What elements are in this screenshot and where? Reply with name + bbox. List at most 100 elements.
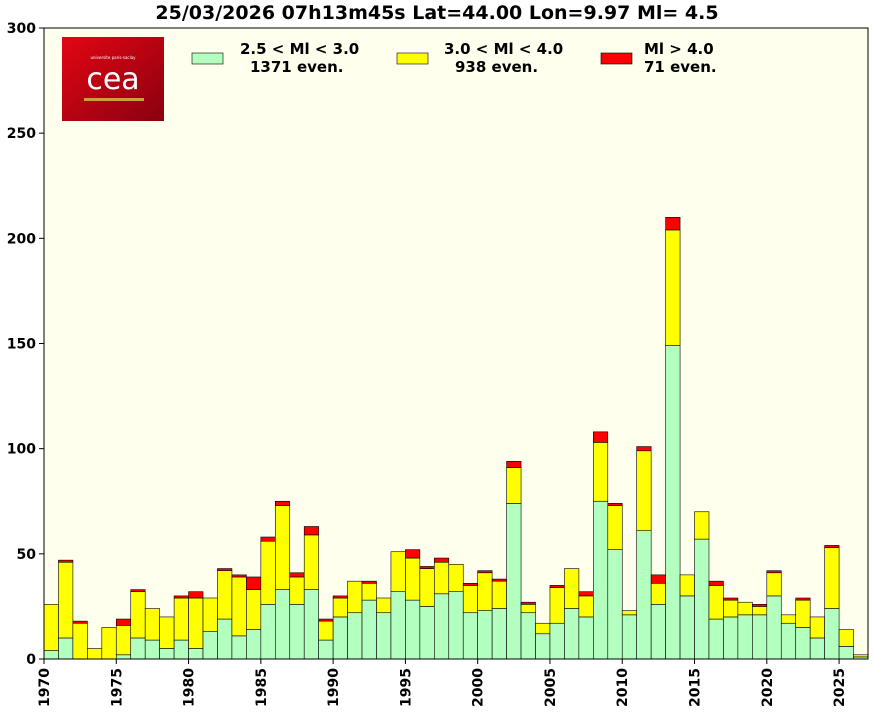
bar-2010-series-1 xyxy=(621,610,638,616)
bar-1988-series-0 xyxy=(303,589,319,660)
bar-1989-series-1 xyxy=(318,620,334,641)
bar-2008-series-1 xyxy=(593,442,609,502)
cea-logo: universite paris-saclay cea xyxy=(62,37,164,121)
bar-1996-series-1 xyxy=(419,568,435,607)
bar-1974-series-1 xyxy=(101,627,117,660)
bar-1995-series-2 xyxy=(405,549,421,559)
bar-1984-series-0 xyxy=(246,629,262,660)
bar-1970-series-0 xyxy=(43,650,59,660)
bar-2016-series-0 xyxy=(708,618,724,660)
bar-2004-series-0 xyxy=(535,633,551,660)
bar-1996-series-2 xyxy=(419,566,435,569)
bar-1999-series-1 xyxy=(462,585,478,614)
bar-2002-series-2 xyxy=(506,460,522,468)
bar-1983-series-2 xyxy=(231,574,247,578)
bar-2018-series-0 xyxy=(737,614,753,660)
bar-2017-series-0 xyxy=(723,616,739,660)
y-tick-label-150: 150 xyxy=(7,337,36,353)
legend: 2.5 < Ml < 3.0 1371 even. 3.0 < Ml < 4.0… xyxy=(191,40,717,76)
bar-1985-series-1 xyxy=(260,540,276,605)
bar-1972-series-2 xyxy=(72,620,88,624)
bar-2009-series-0 xyxy=(607,549,623,660)
bar-2020-series-0 xyxy=(766,595,782,660)
bar-1976-series-1 xyxy=(130,591,146,639)
y-tick-label-50: 50 xyxy=(17,547,37,563)
bar-1990-series-2 xyxy=(332,595,348,599)
bar-2015-series-1 xyxy=(694,511,710,540)
bar-2020-series-1 xyxy=(766,572,782,597)
bar-1982-series-1 xyxy=(217,570,233,620)
bar-2004-series-1 xyxy=(535,622,551,635)
bar-1979-series-2 xyxy=(173,595,189,599)
bar-2013-series-2 xyxy=(665,217,681,231)
bar-2013-series-0 xyxy=(665,345,681,660)
bar-1992-series-0 xyxy=(361,599,377,660)
x-tick-label-2000: 2000 xyxy=(471,668,487,707)
bar-2012-series-2 xyxy=(650,574,666,584)
bar-1979-series-1 xyxy=(173,597,189,641)
bar-1998-series-0 xyxy=(448,591,464,660)
bar-1984-series-1 xyxy=(246,589,262,630)
bar-1987-series-1 xyxy=(289,576,305,605)
bar-1995-series-0 xyxy=(405,599,421,660)
bar-1975-series-2 xyxy=(115,618,132,626)
bar-2024-series-1 xyxy=(824,547,840,609)
bar-1996-series-0 xyxy=(419,606,435,660)
bar-1995-series-1 xyxy=(405,557,421,601)
bar-2009-series-2 xyxy=(607,503,623,506)
bar-2013-series-1 xyxy=(665,229,681,346)
bar-1994-series-0 xyxy=(390,591,406,660)
bar-2025-series-0 xyxy=(838,646,854,660)
bar-1982-series-2 xyxy=(217,568,233,571)
bar-1984-series-2 xyxy=(246,576,262,590)
x-tick-label-1980: 1980 xyxy=(182,668,198,707)
bar-1980-series-0 xyxy=(188,648,204,660)
bar-2014-series-1 xyxy=(679,574,695,597)
bar-2019-series-0 xyxy=(752,614,768,660)
bar-2024-series-2 xyxy=(824,545,840,548)
bar-1991-series-0 xyxy=(347,612,363,660)
bar-2014-series-0 xyxy=(679,595,695,660)
x-tick-label-1990: 1990 xyxy=(326,668,342,707)
bar-1991-series-1 xyxy=(347,580,363,614)
bar-2022-series-2 xyxy=(795,597,811,601)
logo-background xyxy=(62,37,164,121)
bar-2015-series-0 xyxy=(694,538,710,660)
bar-1988-series-1 xyxy=(303,534,319,590)
bar-1997-series-2 xyxy=(434,557,450,563)
bar-2003-series-1 xyxy=(520,604,536,614)
bar-1975-series-0 xyxy=(115,654,132,660)
bar-1971-series-2 xyxy=(58,559,74,563)
bar-2012-series-1 xyxy=(650,582,666,605)
bar-2016-series-1 xyxy=(708,585,724,620)
bar-2007-series-0 xyxy=(578,616,594,660)
y-tick-label-100: 100 xyxy=(7,442,36,458)
bar-1989-series-0 xyxy=(318,639,334,660)
bar-1971-series-0 xyxy=(58,637,74,660)
y-axis: 0 50 100 150 200 250 300 xyxy=(7,21,44,668)
bar-2002-series-0 xyxy=(506,503,522,660)
bar-2001-series-0 xyxy=(491,608,507,660)
x-tick-label-2005: 2005 xyxy=(543,668,559,707)
bar-2003-series-0 xyxy=(520,612,536,660)
bar-1999-series-2 xyxy=(462,582,478,586)
bar-1997-series-1 xyxy=(434,561,450,595)
bar-1983-series-0 xyxy=(231,635,247,660)
legend-entry-high: Ml > 4.0 71 even. xyxy=(600,40,717,76)
bar-2012-series-0 xyxy=(650,604,666,660)
bar-1976-series-2 xyxy=(130,589,146,592)
bar-1990-series-0 xyxy=(332,616,348,660)
bar-1988-series-2 xyxy=(303,526,319,536)
bar-2009-series-1 xyxy=(607,505,623,550)
legend-label-low: 2.5 < Ml < 3.0 xyxy=(240,40,359,58)
bar-1986-series-1 xyxy=(274,505,291,590)
bar-2020-series-2 xyxy=(766,570,782,574)
bar-2002-series-1 xyxy=(506,467,522,504)
legend-swatch-high xyxy=(600,52,633,65)
legend-label-mid: 3.0 < Ml < 4.0 xyxy=(444,40,563,58)
bar-1993-series-0 xyxy=(376,612,392,660)
bar-2010-series-0 xyxy=(621,614,638,660)
bar-1970-series-1 xyxy=(43,604,59,651)
bar-1978-series-1 xyxy=(159,616,175,649)
x-axis: 1970 1975 1980 1985 1990 1995 2000 2005 2010 2015… xyxy=(37,659,848,707)
